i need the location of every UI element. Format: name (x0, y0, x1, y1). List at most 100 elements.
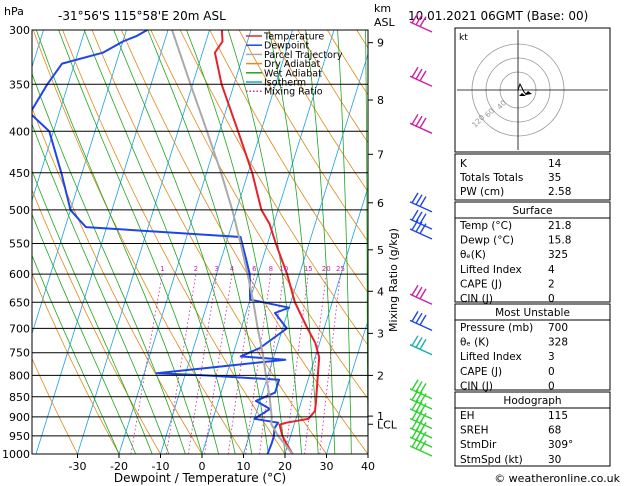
wind-barb-flag (419, 196, 427, 207)
wind-barb-flag (411, 113, 419, 125)
copyright-footer: © weatheronline.co.uk (494, 472, 620, 485)
most-unstable-box (454, 303, 611, 391)
table-row-label: PW (cm) (460, 186, 504, 198)
legend-label: Temperature (263, 32, 324, 43)
wind-barb-flag (415, 14, 423, 26)
pressure-tick-label: 800 (9, 369, 30, 382)
mixing-ratio-line (319, 274, 341, 454)
pressure-tick-label: 300 (9, 24, 30, 37)
x-tick-label: 0 (199, 460, 206, 473)
wind-barb (409, 113, 433, 134)
wind-barb-flag (411, 427, 419, 439)
dry-adiabat-line (268, 30, 368, 193)
wind-barb-flag (411, 284, 419, 296)
km-unit-label: km (374, 2, 391, 15)
wind-barb-flag (415, 312, 423, 324)
table-row-label: StmDir (460, 439, 497, 451)
hodograph-stats-box (454, 391, 611, 467)
wind-barb-flag (419, 383, 427, 394)
mixing-ratio-axis-label: Mixing Ratio (g/kg) (387, 228, 400, 332)
mixing-ratio-line (188, 274, 218, 454)
mixing-ratio-line (245, 274, 272, 454)
legend-label: Mixing Ratio (264, 87, 323, 98)
mixing-ratio-line (166, 274, 197, 454)
table-row-value: 115 (548, 410, 568, 422)
isotherm-line (160, 30, 293, 454)
table-row-value: 4 (548, 264, 555, 276)
wind-barb (409, 389, 433, 410)
wind-barb-flag (419, 393, 427, 404)
mixing-ratio-value-label: 2 (194, 265, 198, 273)
table-row-value: 700 (548, 322, 568, 334)
wind-barb-flag (419, 314, 427, 326)
wind-barb-flag (411, 399, 419, 411)
table-row-value: 0 (548, 366, 555, 378)
isotherm-line (77, 30, 210, 454)
wind-barb-staff (409, 228, 433, 240)
table-row-label: θₑ(K) (460, 249, 486, 261)
wind-barb (409, 335, 433, 356)
table-row-label: Temp (°C) (459, 220, 512, 232)
pressure-tick-label: 850 (9, 391, 30, 404)
table-row-value: 21.8 (548, 220, 571, 232)
stats-panel: K 14 Totals Totals 35 PW (cm) 2.58 SurfaceTemp… (454, 153, 611, 467)
mixing-ratio-line (304, 274, 327, 454)
wind-barb (409, 66, 433, 87)
table-row-value: 0 (548, 293, 555, 305)
pressure-tick-label: 400 (9, 125, 30, 138)
wind-barb-flag (419, 70, 427, 82)
pressure-tick-label: 350 (9, 78, 30, 91)
legend-label: Dry Adiabat (264, 59, 321, 70)
wind-barb-staff (409, 445, 433, 457)
surface-title: Surface (512, 205, 552, 217)
pressure-tick-label: 550 (9, 238, 30, 251)
wind-barb-flag (419, 213, 427, 225)
km-tick-label: 6 (377, 197, 384, 210)
table-row-label: EH (460, 410, 475, 422)
table-row-label: K (460, 158, 468, 170)
wind-barb-flag (415, 438, 423, 450)
wind-barb-flag (415, 337, 423, 348)
asl-unit-label: ASL (374, 16, 396, 29)
x-tick-label: -30 (69, 460, 87, 473)
km-tick-label: 9 (377, 37, 384, 50)
pressure-tick-label: 650 (9, 296, 30, 309)
table-row-label: CAPE (J) (460, 278, 502, 290)
x-tick-label: -20 (110, 460, 128, 473)
hodograph-stats-title: Hodograph (503, 395, 561, 407)
table-row-label: CIN (J) (460, 293, 493, 305)
isotherm-line (35, 30, 169, 454)
wind-barb-staff (409, 319, 433, 332)
km-tick-label: 5 (377, 244, 384, 257)
wind-barb-flag (419, 117, 427, 129)
mixing-ratio-value-label: 10 (279, 265, 288, 273)
table-row-label: CAPE (J) (460, 366, 502, 378)
wind-barb-flag (419, 288, 427, 300)
table-row-value: 68 (548, 425, 561, 437)
x-tick-label: 10 (237, 460, 251, 473)
km-tick-label: 8 (377, 94, 384, 107)
pressure-tick-label: 450 (9, 167, 30, 180)
wind-barb-flag (411, 219, 419, 231)
table-row-value: 3 (548, 351, 555, 363)
isotherm-line (0, 30, 2, 454)
wind-barb-flag (415, 391, 423, 403)
x-tick-label: -10 (152, 460, 170, 473)
dry-adiabat-line (32, 357, 78, 454)
wind-barb-flag (419, 338, 427, 350)
x-tick-label: 30 (320, 460, 334, 473)
isotherm-line (118, 30, 252, 454)
x-tick-label: 40 (361, 460, 375, 473)
wind-barb-staff (409, 436, 433, 448)
wind-barb-staff (409, 344, 433, 356)
isotherm-line (326, 319, 368, 454)
mixing-ratio-value-label: 6 (252, 265, 257, 273)
wind-barbs (409, 12, 433, 457)
wind-barb-staff (409, 293, 433, 305)
storm-motion-marker (519, 93, 526, 96)
wind-barb-flag (415, 68, 423, 80)
wind-barb-flag (411, 379, 419, 391)
mixing-ratio-value-label: 8 (269, 265, 273, 273)
wind-barb-flag (415, 286, 423, 298)
